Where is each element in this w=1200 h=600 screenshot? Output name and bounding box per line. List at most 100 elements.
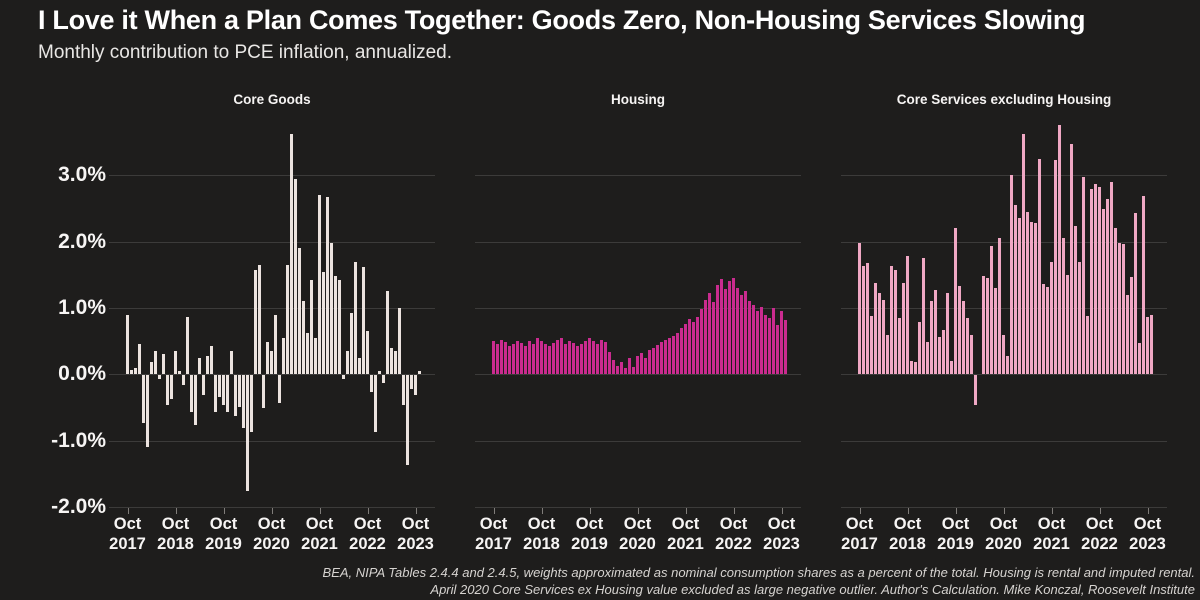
x-axis-label: Oct 2019 <box>571 515 608 553</box>
bar <box>1058 125 1061 375</box>
bar <box>600 339 603 375</box>
bar <box>182 375 185 386</box>
bar <box>402 375 405 406</box>
footer-source-note: BEA, NIPA Tables 2.4.4 and 2.4.5, weight… <box>5 565 1195 598</box>
bar <box>508 346 511 375</box>
x-axis-tick <box>859 507 861 514</box>
bar <box>740 294 743 375</box>
chart-subtitle: Monthly contribution to PCE inflation, a… <box>38 42 453 63</box>
bar <box>672 335 675 375</box>
bar <box>958 286 961 375</box>
x-axis-tick <box>175 507 177 514</box>
bar <box>668 338 671 375</box>
bar <box>576 346 579 375</box>
bar <box>1118 243 1121 375</box>
bar <box>1066 274 1069 375</box>
bar <box>154 351 157 375</box>
bar <box>492 341 495 375</box>
bar <box>286 264 289 375</box>
bar <box>210 346 213 375</box>
bar <box>556 339 559 375</box>
bar <box>1070 143 1073 375</box>
bar <box>500 339 503 375</box>
bar <box>736 288 739 375</box>
x-axis-tick <box>637 507 639 514</box>
bar <box>970 334 973 375</box>
x-axis-tick <box>223 507 225 514</box>
bar <box>688 319 691 375</box>
x-axis-label: Oct 2018 <box>157 515 194 553</box>
bar <box>274 314 277 375</box>
bar <box>1050 262 1053 375</box>
bar <box>1026 211 1029 375</box>
bar <box>954 228 957 375</box>
bar <box>162 354 165 375</box>
x-axis-tick <box>685 507 687 514</box>
x-axis-label: Oct 2017 <box>841 515 878 553</box>
x-axis-label: Oct 2020 <box>253 515 290 553</box>
bar <box>346 351 349 375</box>
bar <box>378 370 381 375</box>
bar <box>318 195 321 375</box>
bar <box>512 344 515 375</box>
bar <box>962 301 965 375</box>
gridline <box>109 374 435 376</box>
gridline <box>109 308 435 309</box>
bar <box>126 314 129 375</box>
x-axis-tick <box>589 507 591 514</box>
bar <box>564 344 567 375</box>
bar <box>262 375 265 409</box>
x-axis-label: Oct 2018 <box>523 515 560 553</box>
x-axis-label: Oct 2021 <box>1033 515 1070 553</box>
bar <box>780 311 783 375</box>
bar <box>130 369 133 375</box>
bar <box>410 375 413 389</box>
bar <box>926 341 929 375</box>
bar <box>406 375 409 465</box>
bar <box>338 280 341 375</box>
bar <box>878 292 881 375</box>
bar <box>194 375 197 426</box>
bar <box>386 291 389 375</box>
bar <box>1062 237 1065 375</box>
bar <box>772 308 775 375</box>
bar <box>322 271 325 375</box>
bar <box>134 367 137 375</box>
bar <box>744 291 747 375</box>
footer-line-2: April 2020 Core Services ex Housing valu… <box>430 581 1195 597</box>
bar <box>278 375 281 404</box>
bar <box>620 362 623 375</box>
bar <box>1122 244 1125 375</box>
bar <box>628 358 631 375</box>
bar <box>202 375 205 396</box>
bar <box>330 243 333 375</box>
bar <box>994 288 997 375</box>
bar <box>652 347 655 375</box>
bar <box>1018 218 1021 375</box>
bar <box>552 343 555 375</box>
x-axis-label: Oct 2019 <box>205 515 242 553</box>
bar <box>414 375 417 396</box>
bar <box>1098 187 1101 375</box>
bar <box>684 323 687 375</box>
bar <box>198 357 201 375</box>
footer-line-1: BEA, NIPA Tables 2.4.4 and 2.4.5, weight… <box>322 565 1195 580</box>
y-axis-label: -1.0% <box>51 428 106 452</box>
bar <box>390 347 393 375</box>
bar <box>186 316 189 375</box>
bar <box>398 308 401 375</box>
bar <box>636 355 639 375</box>
bar <box>696 316 699 375</box>
x-axis-tick <box>1099 507 1101 514</box>
bar <box>1038 158 1041 375</box>
x-axis-label: Oct 2023 <box>1129 515 1166 553</box>
bar <box>700 309 703 375</box>
bar <box>544 344 547 375</box>
x-axis-label: Oct 2022 <box>715 515 752 553</box>
bar <box>350 313 353 375</box>
bar <box>246 375 249 492</box>
bar <box>1002 334 1005 375</box>
bar <box>146 375 149 447</box>
gridline <box>475 440 801 442</box>
